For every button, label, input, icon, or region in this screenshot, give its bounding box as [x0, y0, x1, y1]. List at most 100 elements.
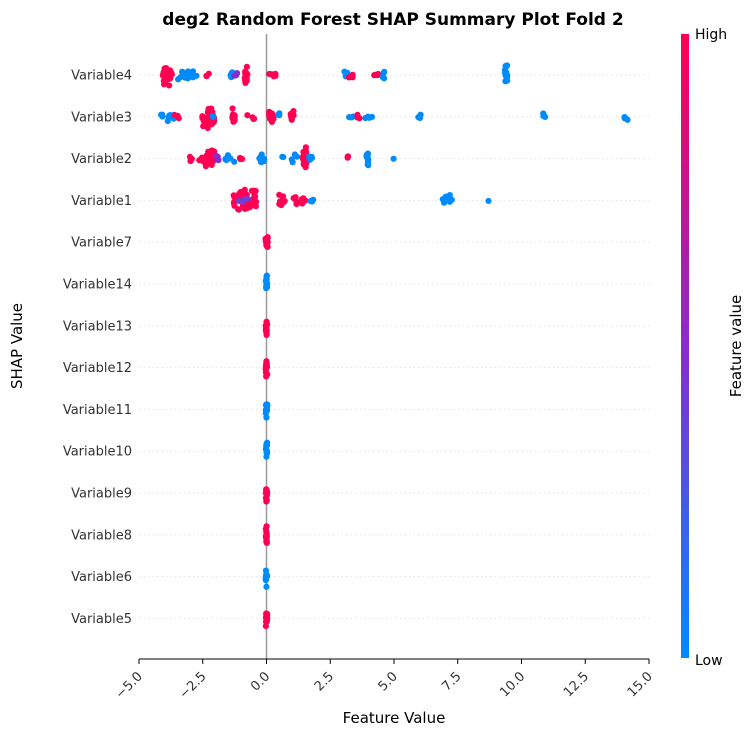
x-ticks: −5.0 −2.5 0.0 2.5 5.0 7.5 10.0 12.5 15.0 — [113, 659, 656, 702]
shap-point — [210, 118, 217, 126]
shap-point — [263, 327, 270, 334]
shap-point — [208, 161, 215, 168]
shap-point — [290, 195, 297, 202]
shap-point — [171, 111, 178, 119]
feature-label: Variable5 — [71, 612, 132, 627]
shap-point — [162, 75, 169, 82]
shap-point — [278, 202, 285, 209]
shap-point — [243, 63, 251, 70]
feature-label: Variable7 — [71, 236, 132, 251]
shap-point — [302, 144, 309, 151]
feature-label: Variable10 — [63, 445, 132, 460]
shap-point — [187, 157, 194, 165]
shap-point — [269, 113, 276, 120]
shap-point — [166, 82, 173, 89]
shap-point — [241, 74, 248, 81]
chart-title: deg2 Random Forest SHAP Summary Plot Fol… — [162, 10, 623, 30]
shap-point — [263, 496, 270, 504]
shap-point — [196, 157, 203, 164]
shap-point — [263, 403, 271, 410]
shap-point — [262, 622, 270, 630]
shap-point — [381, 68, 388, 75]
colorbar-low-label: Low — [695, 653, 723, 669]
x-tick-label: 0.0 — [248, 669, 273, 694]
shap-point — [163, 65, 170, 72]
x-axis-label: Feature Value — [343, 709, 446, 727]
shap-point — [289, 159, 296, 166]
shap-point — [346, 114, 353, 121]
feature-label: Variable9 — [71, 487, 132, 502]
feature-label: Variable4 — [71, 69, 132, 84]
shap-point — [270, 73, 277, 80]
shap-point — [203, 152, 210, 159]
shap-point — [158, 111, 165, 118]
shap-point — [300, 148, 307, 156]
shap-point — [209, 113, 216, 120]
shap-point — [262, 368, 270, 376]
shap-point — [280, 154, 287, 161]
shap-point — [440, 199, 448, 206]
feature-label: Variable6 — [71, 570, 132, 585]
feature-label: Variable14 — [63, 278, 132, 293]
shap-point — [349, 71, 356, 78]
shap-point — [268, 118, 276, 126]
shap-point — [263, 358, 270, 365]
shap-point — [260, 158, 268, 165]
shap-point — [222, 156, 229, 163]
x-tick-label: 5.0 — [376, 669, 401, 694]
shap-point — [279, 196, 286, 203]
feature-label: Variable1 — [71, 194, 132, 209]
shap-point — [263, 281, 270, 288]
shap-point — [212, 152, 220, 159]
shap-point — [624, 116, 631, 123]
x-tick-label: −5.0 — [113, 669, 146, 702]
shap-point — [256, 155, 263, 162]
shap-point — [263, 537, 270, 544]
x-tick-label: 2.5 — [312, 669, 337, 694]
shap-point — [263, 274, 270, 282]
shap-point — [263, 616, 270, 623]
shap-point — [503, 62, 511, 69]
shap-point — [540, 111, 547, 118]
colorbar — [681, 34, 689, 658]
shap-point — [263, 364, 271, 371]
shap-point — [364, 154, 371, 161]
shap-point — [416, 114, 424, 122]
colorbar-high-label: High — [695, 27, 727, 43]
shap-point — [215, 157, 222, 164]
shap-point — [205, 70, 212, 77]
shap-point — [287, 110, 294, 118]
shap-point — [366, 114, 373, 121]
x-tick-label: 15.0 — [625, 669, 656, 700]
shap-point — [291, 151, 298, 158]
x-tick-label: −2.5 — [177, 669, 210, 702]
shap-point — [179, 68, 186, 76]
shap-point — [204, 109, 211, 116]
shap-point — [263, 573, 270, 581]
shap-point — [203, 160, 210, 167]
feature-label: Variable12 — [63, 361, 132, 376]
shap-point — [200, 123, 207, 130]
feature-label: Variable13 — [63, 319, 132, 334]
shap-point — [356, 115, 363, 122]
shap-point — [264, 321, 271, 328]
shap-point — [248, 187, 255, 194]
colorbar-label: Feature value — [727, 295, 745, 397]
shap-point — [263, 240, 270, 247]
shap-point — [189, 74, 197, 81]
shap-point — [168, 69, 175, 76]
shap-point — [274, 111, 282, 118]
shap-point — [234, 70, 241, 77]
shap-point — [174, 76, 182, 83]
shap-point — [365, 162, 372, 169]
shap-point — [244, 195, 251, 203]
shap-point — [298, 196, 305, 203]
shap-point — [263, 488, 270, 495]
shap-point — [231, 158, 238, 165]
shap-point — [448, 196, 455, 203]
x-tick-label: 12.5 — [561, 669, 592, 700]
shap-point — [503, 73, 511, 81]
feature-label: Variable8 — [71, 528, 132, 543]
